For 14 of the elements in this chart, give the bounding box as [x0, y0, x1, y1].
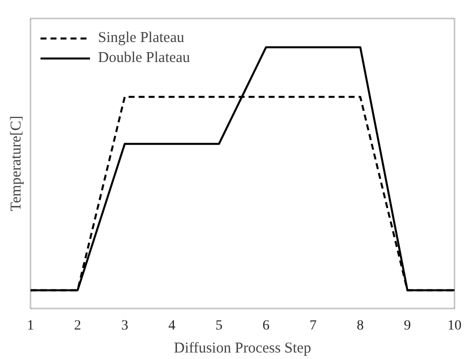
x-tick-label: 7 [310, 318, 317, 334]
x-tick-label: 9 [404, 318, 411, 334]
x-axis-title: Diffusion Process Step [174, 340, 312, 356]
x-tick-label: 4 [168, 318, 176, 334]
x-tick-label: 8 [356, 318, 364, 334]
x-tick-label: 2 [74, 318, 82, 334]
y-axis-title: Temperature[C] [8, 116, 24, 212]
x-tick-label: 1 [27, 318, 34, 334]
x-tick-label: 3 [121, 318, 128, 334]
legend-label: Single Plateau [98, 30, 184, 46]
legend-label: Double Plateau [98, 50, 190, 66]
x-tick-label: 10 [448, 318, 462, 334]
x-tick-label: 5 [215, 318, 222, 334]
x-tick-label: 6 [262, 318, 270, 334]
